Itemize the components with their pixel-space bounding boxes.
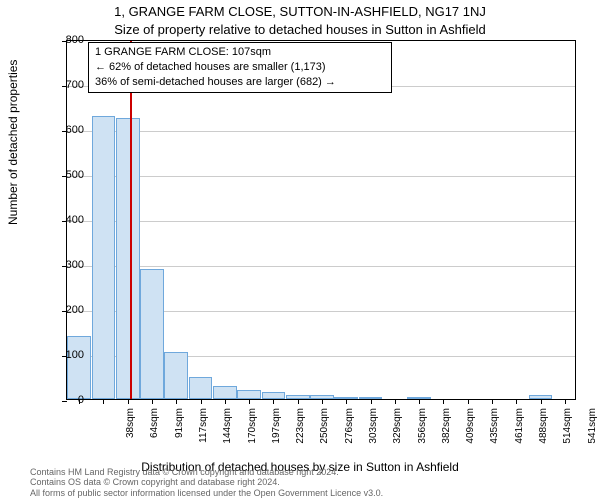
x-tick-mark <box>103 399 104 404</box>
x-tick-label: 382sqm <box>441 408 452 458</box>
x-tick-label: 488sqm <box>538 408 549 458</box>
x-tick-label: 409sqm <box>465 408 476 458</box>
x-tick-mark <box>492 399 493 404</box>
y-axis-label: Number of detached properties <box>6 60 20 225</box>
x-tick-label: 461sqm <box>514 408 525 458</box>
x-tick-label: 223sqm <box>295 408 306 458</box>
x-tick-label: 170sqm <box>247 408 258 458</box>
x-tick-label: 541sqm <box>587 408 598 458</box>
annotation-line2: ← 62% of detached houses are smaller (1,… <box>95 60 385 75</box>
histogram-bar <box>164 352 188 399</box>
x-tick-mark <box>443 399 444 404</box>
x-tick-label: 144sqm <box>222 408 233 458</box>
grid-line <box>67 221 575 222</box>
x-tick-label: 329sqm <box>392 408 403 458</box>
histogram-bar <box>189 377 213 400</box>
annotation-box: 1 GRANGE FARM CLOSE: 107sqm ← 62% of det… <box>88 42 392 93</box>
x-tick-mark <box>273 399 274 404</box>
histogram-bar <box>67 336 91 399</box>
x-tick-label: 276sqm <box>344 408 355 458</box>
y-tick-label: 400 <box>44 214 84 226</box>
chart-title-subtitle: Size of property relative to detached ho… <box>0 22 600 37</box>
y-tick-label: 100 <box>44 349 84 361</box>
x-tick-mark <box>322 399 323 404</box>
x-tick-label: 303sqm <box>368 408 379 458</box>
footer-attribution: Contains HM Land Registry data © Crown c… <box>30 467 383 498</box>
y-tick-label: 700 <box>44 79 84 91</box>
histogram-bar <box>92 116 116 400</box>
x-tick-label: 38sqm <box>125 408 136 458</box>
x-tick-mark <box>346 399 347 404</box>
x-tick-mark <box>395 399 396 404</box>
x-tick-label: 250sqm <box>319 408 330 458</box>
x-tick-label: 356sqm <box>417 408 428 458</box>
x-tick-mark <box>541 399 542 404</box>
footer-line3: All forms of public sector information l… <box>30 488 383 498</box>
chart-title-address: 1, GRANGE FARM CLOSE, SUTTON-IN-ASHFIELD… <box>0 4 600 19</box>
x-tick-mark <box>128 399 129 404</box>
histogram-bar <box>213 386 237 400</box>
x-tick-mark <box>225 399 226 404</box>
annotation-line1: 1 GRANGE FARM CLOSE: 107sqm <box>95 45 385 60</box>
x-tick-label: 435sqm <box>489 408 500 458</box>
x-tick-mark <box>565 399 566 404</box>
x-tick-label: 91sqm <box>174 408 185 458</box>
footer-line2: Contains OS data © Crown copyright and d… <box>30 477 383 487</box>
x-tick-mark <box>249 399 250 404</box>
x-tick-mark <box>516 399 517 404</box>
y-tick-label: 500 <box>44 169 84 181</box>
y-tick-label: 200 <box>44 304 84 316</box>
x-tick-label: 117sqm <box>198 408 209 458</box>
grid-line <box>67 176 575 177</box>
x-tick-mark <box>371 399 372 404</box>
x-tick-mark <box>201 399 202 404</box>
x-tick-mark <box>176 399 177 404</box>
y-tick-label: 0 <box>44 394 84 406</box>
x-tick-label: 514sqm <box>562 408 573 458</box>
x-tick-mark <box>419 399 420 404</box>
y-tick-label: 600 <box>44 124 84 136</box>
x-tick-label: 64sqm <box>149 408 160 458</box>
histogram-bar <box>237 390 261 399</box>
x-tick-mark <box>298 399 299 404</box>
x-tick-mark <box>468 399 469 404</box>
marker-line <box>130 41 132 399</box>
histogram-bar <box>140 269 164 400</box>
y-tick-label: 800 <box>44 34 84 46</box>
grid-line <box>67 131 575 132</box>
histogram-bar <box>262 392 286 399</box>
grid-line <box>67 266 575 267</box>
x-tick-label: 197sqm <box>271 408 282 458</box>
plot-area <box>66 40 576 400</box>
annotation-line3: 36% of semi-detached houses are larger (… <box>95 75 385 90</box>
footer-line1: Contains HM Land Registry data © Crown c… <box>30 467 383 477</box>
x-tick-mark <box>152 399 153 404</box>
y-tick-label: 300 <box>44 259 84 271</box>
histogram-bar <box>116 118 140 399</box>
chart-container: 1, GRANGE FARM CLOSE, SUTTON-IN-ASHFIELD… <box>0 0 600 500</box>
